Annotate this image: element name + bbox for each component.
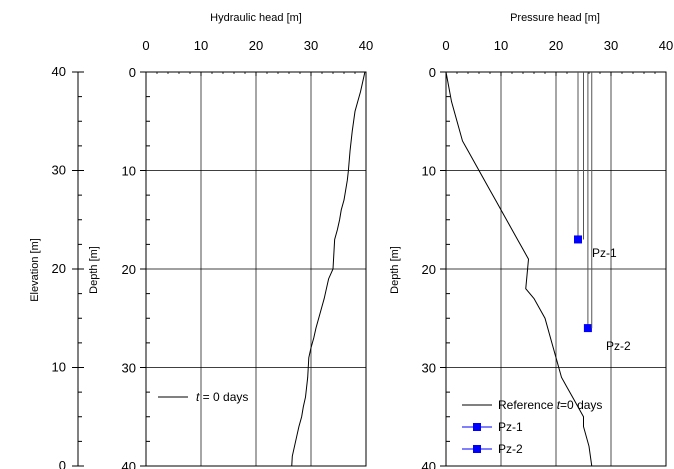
- pressure-head-plot: 0 10 20 30 40 0 10 20 30 40 Pressure head [m] Dep…: [389, 12, 673, 469]
- elevation-tick-label: 10: [52, 360, 66, 375]
- hydraulic-x-tick-label: 30: [304, 38, 318, 53]
- hydraulic-legend-label: t = 0 days: [196, 390, 248, 404]
- pz1-annotation: Pz-1: [592, 246, 617, 260]
- hydraulic-legend: t = 0 days: [158, 390, 248, 404]
- pressure-y-axis-label: Depth [m]: [389, 246, 401, 294]
- pressure-legend-marker-pz1: [473, 423, 481, 431]
- pressure-legend: Reference t=0 days Pz-1 Pz-2: [462, 398, 602, 456]
- pressure-y-tick-label: 10: [422, 164, 436, 179]
- hydraulic-y-tick-label: 0: [129, 65, 136, 80]
- pressure-legend-label-pz1: Pz-1: [498, 420, 523, 434]
- hydraulic-x-tick-label: 20: [249, 38, 263, 53]
- reference-series: [445, 71, 593, 467]
- pressure-x-tick-label: 40: [659, 38, 673, 53]
- elevation-tick-label: 20: [52, 261, 66, 276]
- hydraulic-y-tick-label: 30: [122, 361, 136, 376]
- pressure-y-tick-label: 40: [422, 459, 436, 469]
- pressure-x-tick-label: 20: [549, 38, 563, 53]
- pressure-legend-label-reference: Reference t=0 days: [498, 398, 602, 412]
- pressure-x-tick-label: 10: [494, 38, 508, 53]
- elevation-tick-label: 40: [52, 64, 66, 79]
- pressure-x-tick-label: 0: [442, 38, 449, 53]
- elevation-axis: Elevation [m] 40 30 20 10 0: [29, 64, 84, 469]
- elevation-axis-label: Elevation [m]: [29, 238, 41, 302]
- pressure-legend-label-pz2: Pz-2: [498, 442, 523, 456]
- hydraulic-y-axis-label: Depth [m]: [88, 246, 100, 294]
- hydraulic-y-tick-label: 40: [122, 459, 136, 469]
- pz2-series-marker: [583, 324, 592, 333]
- hydraulic-x-tick-label: 40: [359, 38, 373, 53]
- pz2-annotation: Pz-2: [606, 339, 631, 353]
- elevation-tick-label: 0: [59, 458, 66, 469]
- hydraulic-head-plot: 0 10 20 30 40 0 10 20 30 40 Hydraulic head [m] De…: [88, 12, 373, 469]
- pz1-series-marker: [574, 235, 582, 244]
- hydraulic-head-series: [291, 71, 366, 467]
- pressure-y-tick-label: 0: [429, 65, 436, 80]
- hydraulic-y-tick-label: 20: [122, 262, 136, 277]
- pressure-y-tick-label: 30: [422, 361, 436, 376]
- hydraulic-y-tick-label: 10: [122, 164, 136, 179]
- pressure-x-axis-label: Pressure head [m]: [510, 12, 600, 24]
- pressure-x-tick-label: 30: [604, 38, 618, 53]
- hydraulic-x-axis-label: Hydraulic head [m]: [210, 12, 302, 24]
- hydraulic-x-tick-label: 10: [194, 38, 208, 53]
- pressure-legend-marker-pz2: [473, 445, 481, 453]
- pressure-y-tick-label: 20: [422, 262, 436, 277]
- elevation-tick-label: 30: [52, 163, 66, 178]
- hydraulic-x-tick-label: 0: [142, 38, 149, 53]
